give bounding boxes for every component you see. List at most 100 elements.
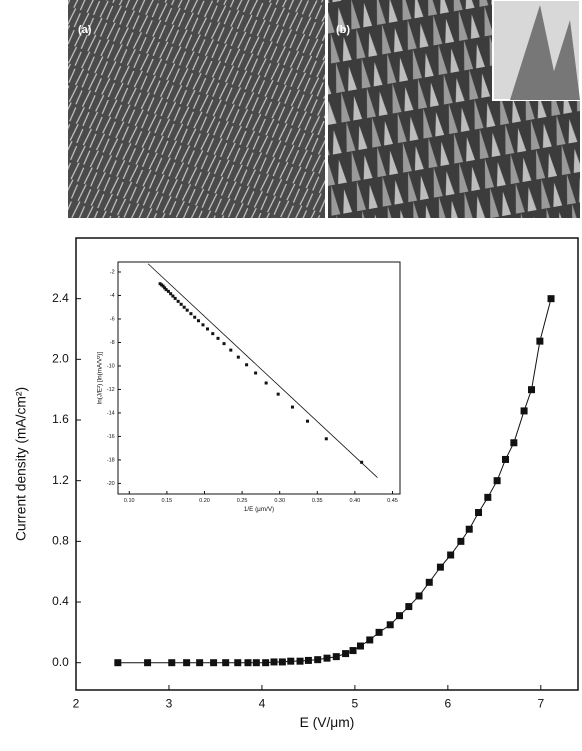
marker: [189, 312, 193, 316]
x-tick-label: 2: [73, 697, 80, 711]
marker: [185, 308, 189, 312]
marker: [324, 437, 328, 441]
y-tick-label: 2.4: [52, 291, 69, 305]
marker: [262, 659, 270, 667]
marker: [501, 455, 509, 463]
marker: [520, 407, 528, 415]
x-tick-label: 0.30: [274, 498, 285, 504]
marker: [193, 315, 197, 319]
marker: [276, 392, 280, 396]
y-tick-label: -16: [107, 434, 115, 440]
marker: [332, 653, 340, 661]
x-tick-label: 0.45: [387, 498, 398, 504]
y-tick-label: 1.6: [52, 412, 69, 426]
marker: [264, 381, 268, 385]
marker: [304, 656, 312, 664]
x-tick-label: 4: [259, 697, 266, 711]
marker: [173, 296, 177, 300]
marker: [278, 658, 286, 666]
marker: [436, 563, 444, 571]
x-tick-label: 0.25: [237, 498, 248, 504]
marker: [114, 659, 122, 667]
marker: [179, 302, 183, 306]
marker: [229, 348, 233, 352]
marker: [205, 327, 209, 331]
y-tick-label: 1.2: [52, 473, 69, 487]
marker: [484, 493, 492, 501]
marker: [366, 636, 374, 644]
marker: [252, 659, 260, 667]
y-tick-label: -12: [107, 387, 115, 393]
sem-inset-spikes: [510, 5, 580, 100]
x-tick-label: 7: [537, 697, 544, 711]
sem-image-a: [68, 0, 325, 218]
marker: [396, 612, 404, 620]
marker: [216, 336, 220, 340]
x-tick-label: 0.15: [162, 498, 173, 504]
y-tick-label: -20: [107, 481, 115, 487]
marker: [360, 460, 364, 464]
marker: [536, 337, 544, 345]
marker: [415, 592, 423, 600]
marker: [314, 656, 322, 664]
marker: [528, 386, 536, 394]
x-tick-label: 0.40: [350, 498, 361, 504]
x-tick-label: 5: [352, 697, 359, 711]
marker: [405, 603, 413, 611]
marker: [163, 286, 167, 290]
marker: [375, 628, 383, 636]
marker: [457, 537, 465, 545]
x-axis-label: 1/E (μm/V): [244, 506, 274, 513]
marker: [169, 292, 173, 296]
marker: [176, 299, 180, 303]
x-tick-label: 6: [445, 697, 452, 711]
panel-label: (a): [78, 24, 92, 36]
marker: [349, 647, 357, 655]
y-axis-label: ln(J/E²) [ln(mA/V²)]: [97, 352, 104, 405]
y-tick-label: -6: [110, 316, 115, 322]
marker: [210, 659, 218, 667]
marker: [465, 525, 473, 533]
marker: [510, 439, 518, 447]
marker: [287, 657, 295, 665]
x-tick-label: 3: [166, 697, 173, 711]
marker: [168, 659, 176, 667]
y-tick-label: -2: [110, 269, 115, 275]
marker: [183, 659, 191, 667]
marker: [547, 295, 555, 303]
x-tick-label: 0.20: [199, 498, 210, 504]
marker: [254, 371, 258, 375]
y-tick-label: 0.4: [52, 594, 69, 608]
marker: [164, 288, 168, 292]
marker: [236, 355, 240, 359]
marker: [196, 319, 200, 323]
marker: [425, 578, 433, 586]
y-tick-label: -10: [107, 363, 115, 369]
marker: [244, 659, 252, 667]
panel-label: (b): [336, 24, 350, 36]
marker: [296, 657, 304, 665]
marker: [270, 658, 278, 666]
marker: [447, 551, 455, 559]
marker: [323, 654, 331, 662]
marker: [196, 659, 204, 667]
y-axis-label: Current density (mA/cm²): [14, 387, 29, 541]
y-tick-label: -14: [107, 410, 115, 416]
marker: [493, 477, 501, 485]
y-tick-label: -18: [107, 457, 115, 463]
marker: [356, 642, 364, 650]
marker: [161, 284, 165, 288]
marker: [166, 289, 170, 293]
marker: [144, 659, 152, 667]
marker: [171, 294, 175, 298]
x-tick-label: 0.10: [124, 498, 135, 504]
y-tick-label: -4: [110, 293, 115, 299]
marker: [342, 650, 350, 658]
marker: [182, 305, 186, 309]
marker: [222, 659, 230, 667]
marker: [158, 282, 162, 286]
y-tick-label: 2.0: [52, 352, 69, 366]
y-tick-label: -8: [110, 340, 115, 346]
